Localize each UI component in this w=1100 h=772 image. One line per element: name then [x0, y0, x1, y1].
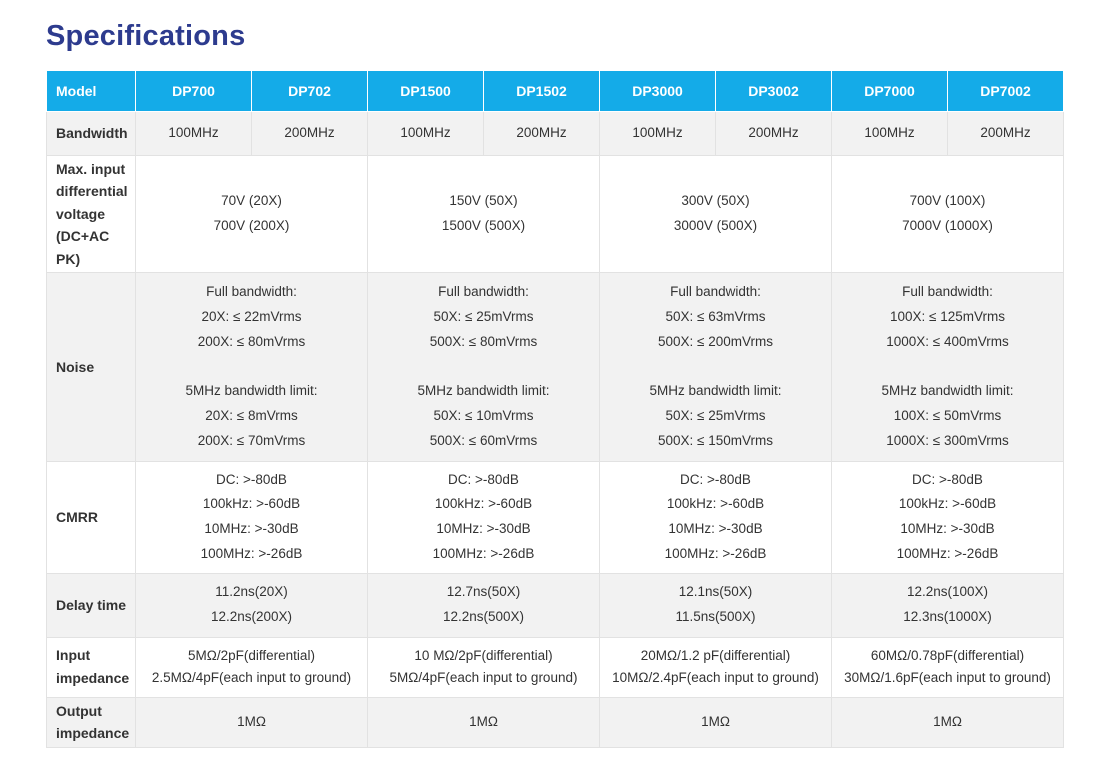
spec-cell: 12.7ns(50X) 12.2ns(500X)	[367, 572, 600, 638]
header-cell-dp3002: DP3002	[715, 70, 832, 112]
spec-cell: 200MHz	[947, 111, 1064, 156]
spec-cell: 1MΩ	[599, 696, 832, 748]
row-label-delay-time: Delay time	[46, 572, 136, 638]
spec-cell: 150V (50X) 1500V (500X)	[367, 155, 600, 273]
row-label-bandwidth: Bandwidth	[46, 111, 136, 156]
spec-cell: DC: >-80dB 100kHz: >-60dB 10MHz: >-30dB …	[831, 460, 1064, 574]
row-max-input-voltage: Max. input differential voltage (DC+AC P…	[46, 155, 1064, 273]
spec-cell: DC: >-80dB 100kHz: >-60dB 10MHz: >-30dB …	[367, 460, 600, 574]
spec-cell: 1MΩ	[831, 696, 1064, 748]
spec-cell: 100MHz	[831, 111, 948, 156]
spec-cell: 10 MΩ/2pF(differential) 5MΩ/4pF(each inp…	[367, 636, 600, 698]
header-cell-dp1502: DP1502	[483, 70, 600, 112]
spec-cell: DC: >-80dB 100kHz: >-60dB 10MHz: >-30dB …	[599, 460, 832, 574]
spec-cell: Full bandwidth: 50X: ≤ 25mVrms 500X: ≤ 8…	[367, 271, 600, 462]
spec-cell: 300V (50X) 3000V (500X)	[599, 155, 832, 273]
row-noise: Noise Full bandwidth: 20X: ≤ 22mVrms 200…	[46, 271, 1064, 462]
header-cell-dp3000: DP3000	[599, 70, 716, 112]
spec-cell: 60MΩ/0.78pF(differential) 30MΩ/1.6pF(eac…	[831, 636, 1064, 698]
spec-cell: 200MHz	[251, 111, 368, 156]
header-cell-dp700: DP700	[135, 70, 252, 112]
spec-cell: 100MHz	[367, 111, 484, 156]
spec-cell: 1MΩ	[367, 696, 600, 748]
row-label-output-impedance: Output impedance	[46, 696, 136, 748]
row-label-max-input-voltage: Max. input differential voltage (DC+AC P…	[46, 155, 136, 273]
row-delay-time: Delay time 11.2ns(20X) 12.2ns(200X) 12.7…	[46, 572, 1064, 638]
spec-cell: Full bandwidth: 100X: ≤ 125mVrms 1000X: …	[831, 271, 1064, 462]
spec-cell: 100MHz	[599, 111, 716, 156]
spec-cell: 200MHz	[715, 111, 832, 156]
spec-cell: 12.1ns(50X) 11.5ns(500X)	[599, 572, 832, 638]
specifications-table: Model DP700 DP702 DP1500 DP1502 DP3000 D…	[46, 70, 1064, 748]
spec-cell: 100MHz	[135, 111, 252, 156]
spec-cell: 700V (100X) 7000V (1000X)	[831, 155, 1064, 273]
row-cmrr: CMRR DC: >-80dB 100kHz: >-60dB 10MHz: >-…	[46, 460, 1064, 574]
row-input-impedance: Input impedance 5MΩ/2pF(differential) 2.…	[46, 636, 1064, 698]
row-bandwidth: Bandwidth 100MHz 200MHz 100MHz 200MHz 10…	[46, 111, 1064, 156]
header-cell-dp7002: DP7002	[947, 70, 1064, 112]
header-cell-dp7000: DP7000	[831, 70, 948, 112]
row-output-impedance: Output impedance 1MΩ 1MΩ 1MΩ 1MΩ	[46, 696, 1064, 748]
spec-cell: Full bandwidth: 50X: ≤ 63mVrms 500X: ≤ 2…	[599, 271, 832, 462]
row-label-noise: Noise	[46, 271, 136, 462]
spec-cell: 5MΩ/2pF(differential) 2.5MΩ/4pF(each inp…	[135, 636, 368, 698]
spec-cell: 11.2ns(20X) 12.2ns(200X)	[135, 572, 368, 638]
row-label-input-impedance: Input impedance	[46, 636, 136, 698]
header-cell-model: Model	[46, 70, 136, 112]
spec-cell: Full bandwidth: 20X: ≤ 22mVrms 200X: ≤ 8…	[135, 271, 368, 462]
spec-cell: 20MΩ/1.2 pF(differential) 10MΩ/2.4pF(eac…	[599, 636, 832, 698]
spec-cell: 70V (20X) 700V (200X)	[135, 155, 368, 273]
spec-cell: 200MHz	[483, 111, 600, 156]
spec-cell: 12.2ns(100X) 12.3ns(1000X)	[831, 572, 1064, 638]
page-title: Specifications	[46, 20, 246, 52]
spec-cell: DC: >-80dB 100kHz: >-60dB 10MHz: >-30dB …	[135, 460, 368, 574]
header-row: Model DP700 DP702 DP1500 DP1502 DP3000 D…	[46, 70, 1064, 112]
spec-cell: 1MΩ	[135, 696, 368, 748]
header-cell-dp702: DP702	[251, 70, 368, 112]
row-label-cmrr: CMRR	[46, 460, 136, 574]
header-cell-dp1500: DP1500	[367, 70, 484, 112]
